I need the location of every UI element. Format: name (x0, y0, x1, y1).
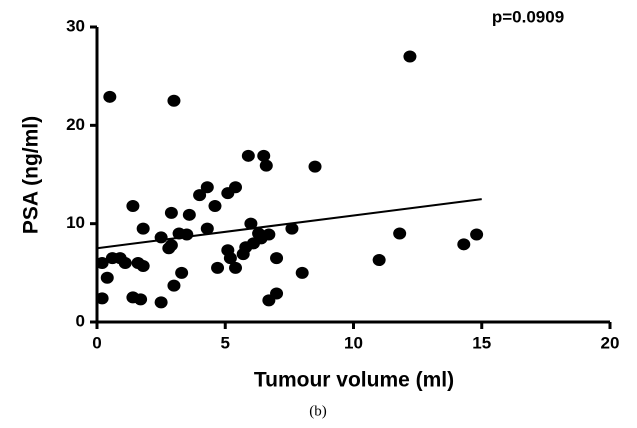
point (457, 238, 471, 251)
x-tick-label: 5 (221, 333, 230, 352)
point (208, 199, 222, 212)
x-tick-label: 10 (344, 333, 363, 352)
annotation: p=0.0909 (492, 7, 564, 26)
point (200, 181, 214, 194)
point (295, 266, 309, 279)
point (403, 50, 417, 63)
point (285, 222, 299, 235)
point (175, 266, 189, 279)
point (167, 279, 181, 292)
point (167, 94, 181, 107)
point (154, 296, 168, 309)
point (193, 189, 207, 202)
point (134, 293, 148, 306)
point (372, 254, 386, 267)
point (223, 252, 237, 265)
point (257, 149, 271, 162)
point (308, 160, 322, 173)
x-tick-label: 15 (472, 333, 491, 352)
point (182, 208, 196, 221)
point (180, 228, 194, 241)
y-tick-label: 10 (66, 213, 85, 232)
y-tick-label: 30 (66, 16, 85, 35)
trend-line (96, 198, 482, 250)
point (95, 257, 109, 269)
point (259, 159, 273, 172)
y-tick-label: 20 (66, 115, 85, 134)
point (113, 252, 127, 265)
x-tick-label: 0 (92, 333, 101, 352)
point (470, 228, 484, 241)
point (270, 287, 284, 300)
point (100, 271, 114, 284)
y-tick-label: 0 (76, 311, 85, 330)
point (103, 90, 117, 103)
point (95, 292, 109, 305)
point (136, 259, 150, 272)
point (241, 149, 255, 162)
point (270, 252, 284, 265)
x-tick-label: 20 (601, 333, 620, 352)
point (200, 222, 214, 235)
point (393, 227, 407, 240)
y-axis-label: PSA (ng/ml) (20, 116, 43, 234)
point (136, 222, 150, 235)
point (164, 206, 178, 219)
point (221, 187, 235, 200)
point (211, 261, 225, 274)
point (229, 261, 243, 274)
point (244, 217, 258, 230)
point (236, 248, 250, 261)
point (162, 242, 176, 255)
point (262, 228, 276, 241)
point (252, 227, 266, 240)
caption: (b) (309, 403, 327, 419)
x-axis-label: Tumour volume (ml) (254, 369, 454, 392)
point (126, 199, 140, 212)
